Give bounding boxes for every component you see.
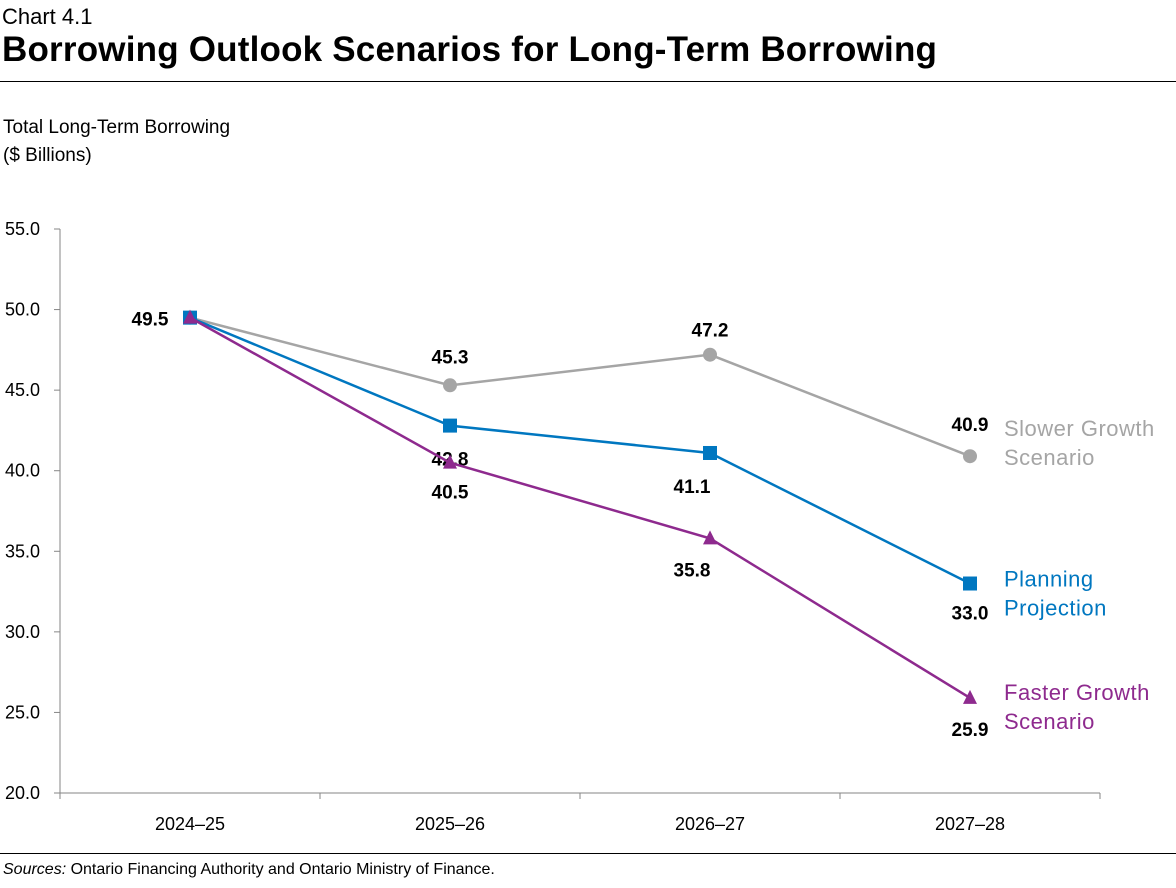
slower-growth-scenario-line: [189, 316, 971, 458]
data-label: 40.5: [432, 483, 469, 504]
planning-projection-marker: [963, 576, 977, 591]
data-label: 40.9: [952, 415, 989, 436]
y-tick-label: 50.0: [5, 300, 40, 320]
series-label-slower-growth-scenario: Scenario: [1004, 445, 1095, 470]
data-label: 33.0: [952, 604, 989, 625]
data-label: 35.8: [674, 560, 711, 581]
series-label-slower-growth-scenario: Slower Growth: [1004, 416, 1155, 441]
data-label: 47.2: [692, 321, 729, 342]
y-tick-label: 30.0: [5, 622, 40, 642]
y-axis-label-line2: ($ Billions): [3, 145, 92, 166]
x-tick-label: 2027–28: [935, 814, 1005, 834]
x-tick-label: 2026–27: [675, 814, 745, 834]
y-tick-label: 45.0: [5, 380, 40, 400]
title-divider: [0, 81, 1176, 82]
slower-growth-scenario-marker: [963, 449, 977, 464]
x-tick-label: 2025–26: [415, 814, 485, 834]
planning-projection-marker: [443, 418, 457, 433]
y-tick-label: 20.0: [5, 783, 40, 803]
series-label-planning-projection: Planning: [1004, 567, 1094, 592]
sources-note: Sources: Ontario Financing Authority and…: [3, 861, 495, 879]
chart-number: Chart 4.1: [2, 4, 93, 29]
series-label-faster-growth-scenario: Scenario: [1004, 709, 1095, 734]
sources-text: Ontario Financing Authority and Ontario …: [66, 861, 495, 878]
data-label: 45.3: [432, 347, 469, 368]
y-tick-label: 40.0: [5, 461, 40, 481]
y-tick-label: 25.0: [5, 702, 40, 722]
chart-title: Borrowing Outlook Scenarios for Long-Ter…: [2, 30, 938, 69]
faster-growth-scenario-marker: [443, 454, 457, 469]
slower-growth-scenario-marker: [703, 347, 717, 362]
y-axis-label-line1: Total Long-Term Borrowing: [3, 117, 231, 138]
sources-label: Sources:: [3, 861, 67, 878]
faster-growth-scenario-marker: [703, 530, 717, 545]
footer-divider: [0, 853, 1176, 854]
y-tick-label: 55.0: [5, 219, 40, 239]
faster-growth-scenario-marker: [963, 689, 977, 704]
x-tick-label: 2024–25: [155, 814, 225, 834]
faster-growth-scenario-marker: [183, 309, 197, 324]
series-label-planning-projection: Projection: [1004, 596, 1107, 621]
data-label: 41.1: [674, 477, 711, 498]
y-axis-label: Total Long-Term Borrowing ($ Billions): [3, 114, 230, 170]
series-label-faster-growth-scenario: Faster Growth: [1004, 680, 1150, 705]
y-tick-label: 35.0: [5, 541, 40, 561]
data-label: 49.5: [132, 310, 169, 331]
data-label: 25.9: [952, 720, 989, 741]
slower-growth-scenario-marker: [443, 378, 457, 393]
planning-projection-marker: [703, 445, 717, 460]
planning-projection-line: [189, 316, 971, 585]
faster-growth-scenario-line: [189, 316, 971, 699]
